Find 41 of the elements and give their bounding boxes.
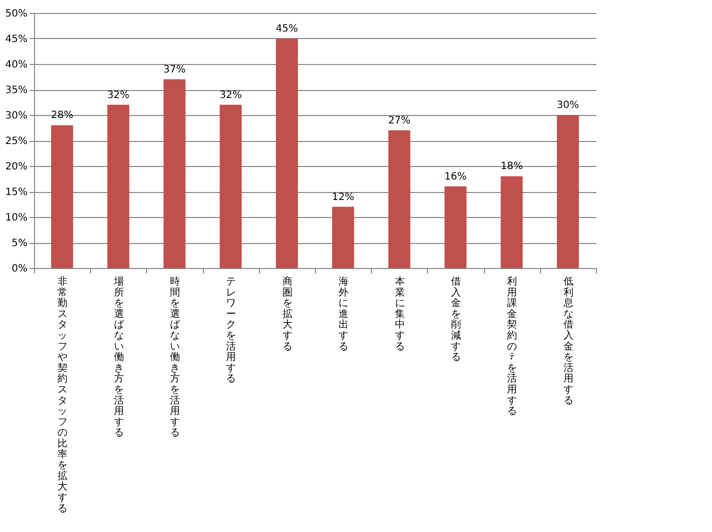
data-label: 16% — [444, 171, 467, 182]
x-tick-label: 海外に進出する — [338, 276, 349, 352]
bar — [444, 186, 466, 268]
y-tick-label: 0% — [12, 264, 28, 274]
category-label: 非常勤スタッフや契約スタッフの比率を拡大する — [58, 276, 68, 514]
data-label: 37% — [163, 64, 186, 76]
category-label: 時間を選ばない働き方を活用する — [170, 276, 180, 439]
data-label: 32% — [107, 90, 130, 101]
data-label: 27% — [388, 115, 410, 126]
bar — [164, 79, 186, 268]
bar — [556, 115, 579, 268]
y-tick-label: 25% — [5, 136, 28, 147]
y-tick-label: 15% — [5, 187, 28, 198]
data-label: 28% — [50, 110, 74, 122]
category-label: テレワークを活用する — [226, 276, 236, 385]
bar — [276, 38, 298, 268]
y-tick-label: 30% — [5, 110, 28, 122]
category-label: 場所を選ばない働き方を活用する — [114, 276, 124, 439]
category-label: 低利息な借入金を活用する — [563, 276, 574, 406]
data-label: 12% — [332, 192, 354, 203]
data-label: 18% — [500, 161, 523, 172]
bar — [388, 130, 410, 268]
y-tick-label: 10% — [5, 212, 28, 224]
y-tick-label: 50% — [5, 8, 28, 20]
bar — [107, 104, 130, 268]
y-tick-label: 45% — [5, 34, 28, 45]
bar — [332, 206, 354, 268]
data-label: 45% — [276, 24, 298, 34]
x-tick-label: 借入金を削減する — [451, 276, 461, 364]
y-tick-label: 5% — [12, 238, 28, 249]
y-tick-label: 20% — [5, 162, 28, 172]
bar — [500, 176, 523, 268]
bar — [220, 104, 242, 268]
category-label: 利用課金契約のﾃを活用する — [507, 276, 518, 418]
x-tick-label: 本業に集中する — [394, 276, 405, 352]
x-tick-label: 商圏を拡大する — [282, 276, 292, 352]
y-tick-label: 40% — [5, 60, 28, 70]
data-label: 32% — [220, 90, 242, 101]
data-label: 30% — [556, 100, 580, 111]
y-tick-label: 35% — [5, 85, 28, 96]
bar — [51, 125, 74, 268]
